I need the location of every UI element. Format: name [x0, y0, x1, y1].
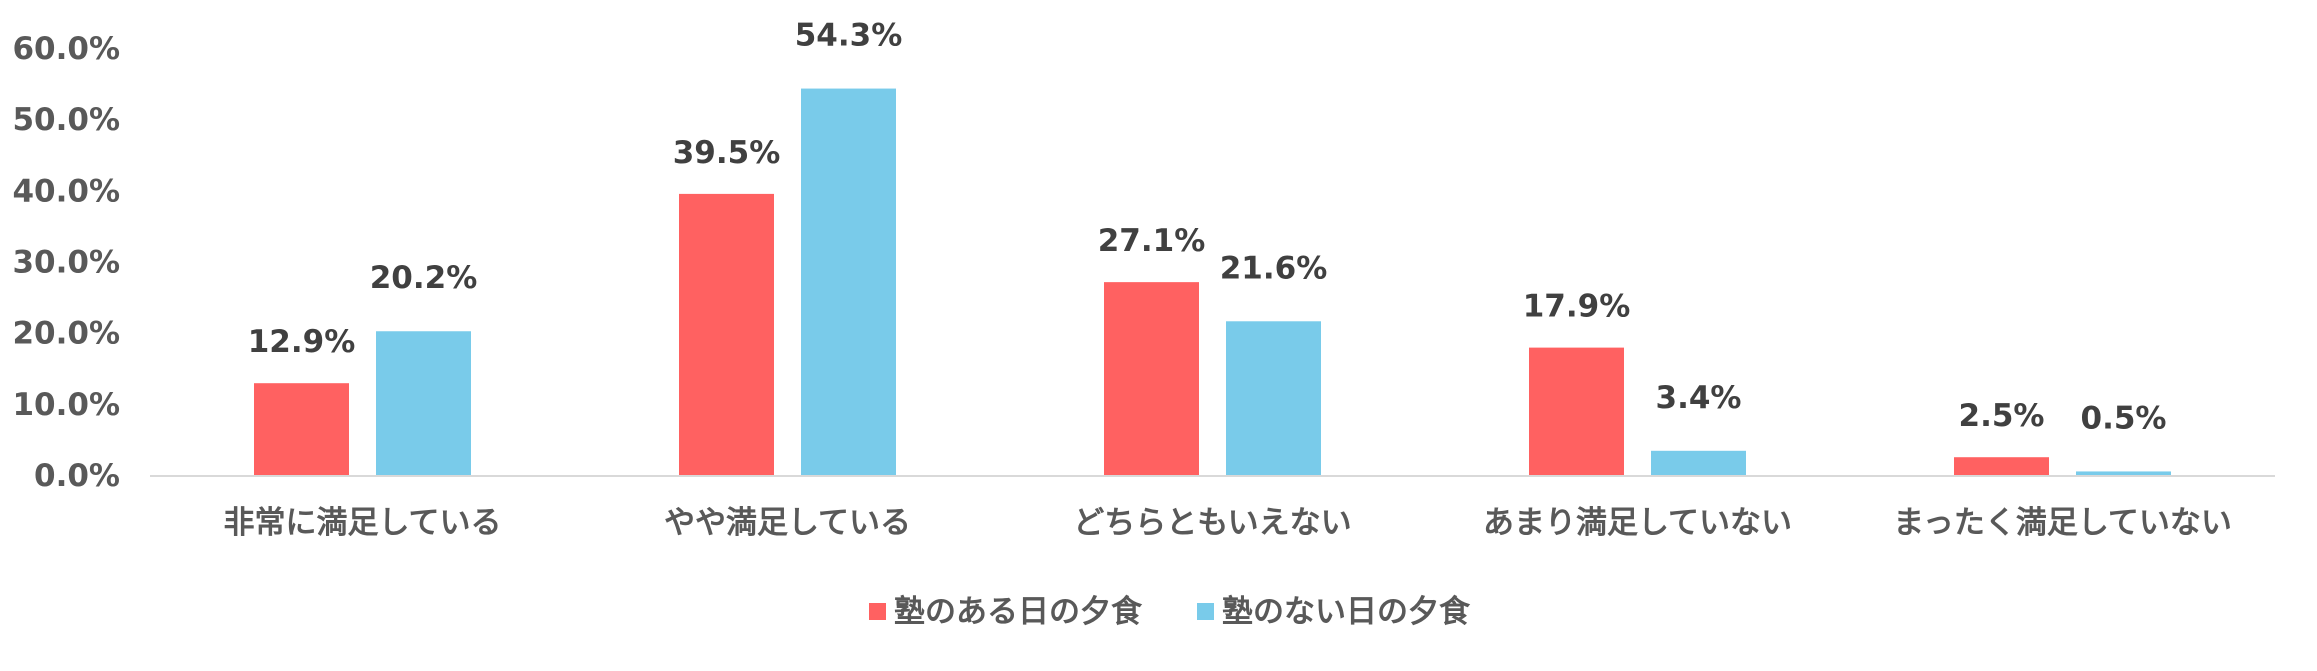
- bar-2: [2076, 471, 2171, 475]
- bar-2: [376, 331, 471, 475]
- data-label: 39.5%: [673, 135, 781, 171]
- data-label: 17.9%: [1523, 289, 1631, 325]
- data-label: 3.4%: [1656, 380, 1742, 416]
- category-labels: 非常に満足している やや満足している どちらともいえない あまり満足していない まったく…: [223, 505, 2231, 541]
- bar-1: [1529, 347, 1624, 475]
- y-tick-label: 60.0%: [12, 31, 120, 67]
- data-label: 0.5%: [2081, 400, 2167, 436]
- legend-swatch: [869, 603, 886, 620]
- category-label: どちらともいえない: [1073, 505, 1351, 541]
- data-labels: 12.9% 39.5% 27.1% 17.9% 2.5% 20.2% 54.3% 21.6% 3…: [248, 18, 2167, 437]
- bar-1: [679, 193, 774, 475]
- data-label: 2.5%: [1959, 398, 2045, 434]
- legend-swatch: [1197, 603, 1214, 620]
- y-tick-label: 0.0%: [34, 458, 120, 494]
- data-label: 21.6%: [1220, 250, 1328, 286]
- y-tick-label: 30.0%: [12, 245, 120, 281]
- y-tick-label: 20.0%: [12, 316, 120, 352]
- y-tick-label: 10.0%: [12, 387, 120, 423]
- bar-marks: [254, 88, 2171, 475]
- category-label: まったく満足していない: [1893, 505, 2232, 541]
- y-tick-label: 50.0%: [12, 102, 120, 138]
- bar-2: [1651, 450, 1746, 475]
- category-label: やや満足している: [664, 505, 911, 541]
- bar-1: [1104, 282, 1199, 475]
- legend: 塾のある日の夕食 塾のない日の夕食: [869, 594, 1471, 630]
- bar-1: [254, 383, 349, 475]
- bar-1: [1954, 457, 2049, 475]
- data-label: 27.1%: [1098, 223, 1206, 259]
- bar-2: [1226, 321, 1321, 475]
- y-tick-label: 40.0%: [12, 173, 120, 209]
- data-label: 54.3%: [795, 18, 903, 54]
- bar-2: [801, 88, 896, 475]
- category-label: 非常に満足している: [223, 505, 501, 541]
- data-label: 20.2%: [370, 260, 478, 296]
- y-axis-ticks: 0.0% 10.0% 20.0% 30.0% 40.0% 50.0% 60.0%: [12, 31, 120, 494]
- data-label: 12.9%: [248, 324, 356, 360]
- category-label: あまり満足していない: [1483, 505, 1792, 541]
- legend-label: 塾のない日の夕食: [1222, 594, 1471, 630]
- legend-label: 塾のある日の夕食: [894, 594, 1143, 630]
